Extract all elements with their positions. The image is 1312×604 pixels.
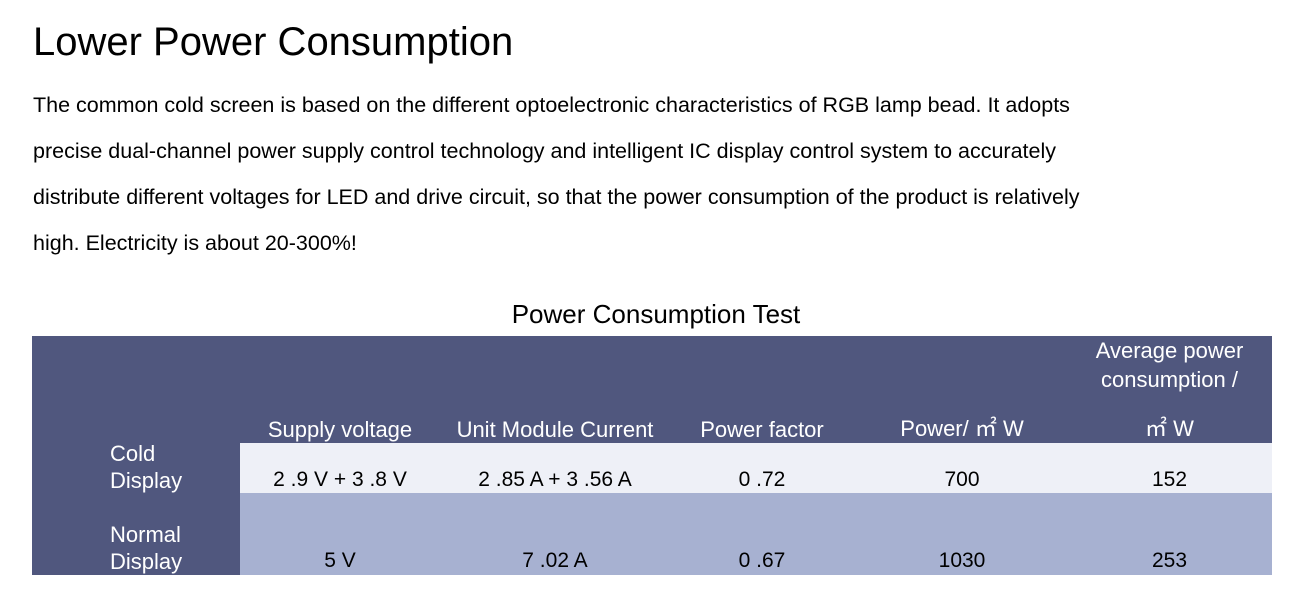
normal-power-factor: 0 .67 [738, 549, 786, 572]
row-label-cold-line2: Display [110, 468, 183, 493]
paragraph-line: precise dual-channel power supply contro… [33, 139, 1056, 163]
cold-display-row-bg [240, 443, 1272, 493]
normal-supply-voltage: 5 V [324, 549, 356, 572]
normal-power: 1030 [938, 549, 986, 572]
description-paragraph: The common cold screen is based on the d… [33, 82, 1263, 266]
paragraph-line: distribute different voltages for LED an… [33, 185, 1080, 209]
header-average-power-line3: ㎡ W [1145, 416, 1194, 441]
normal-average-power: 253 [1151, 549, 1188, 572]
header-average-power-line1: Average power [1095, 338, 1244, 363]
cold-average-power: 152 [1151, 468, 1188, 491]
header-power: Power/ ㎡ W [900, 416, 1024, 441]
table-caption: Power Consumption Test [511, 299, 801, 329]
row-label-cold-line1: Cold [110, 441, 156, 466]
row-label-normal-line1: Normal [110, 522, 181, 547]
paragraph-line: high. Electricity is about 20-300%! [33, 231, 357, 255]
row-label-normal-line2: Display [110, 549, 183, 574]
power-consumption-table: Supply voltage Unit Module Current Power… [32, 336, 1272, 575]
cold-power: 700 [944, 468, 980, 491]
header-power-factor: Power factor [700, 417, 824, 442]
cold-power-factor: 0 .72 [738, 468, 786, 491]
header-average-power-line2: consumption / [1101, 367, 1238, 392]
cold-supply-voltage: 2 .9 V + 3 .8 V [273, 468, 407, 491]
normal-display-row-bg [240, 493, 1272, 575]
page-title: Lower Power Consumption [33, 20, 514, 64]
header-supply-voltage: Supply voltage [267, 417, 413, 442]
paragraph-line: The common cold screen is based on the d… [33, 93, 1070, 117]
normal-unit-module-current: 7 .02 A [522, 549, 588, 572]
header-unit-module-current: Unit Module Current [456, 417, 654, 442]
cold-unit-module-current: 2 .85 A + 3 .56 A [478, 468, 632, 491]
